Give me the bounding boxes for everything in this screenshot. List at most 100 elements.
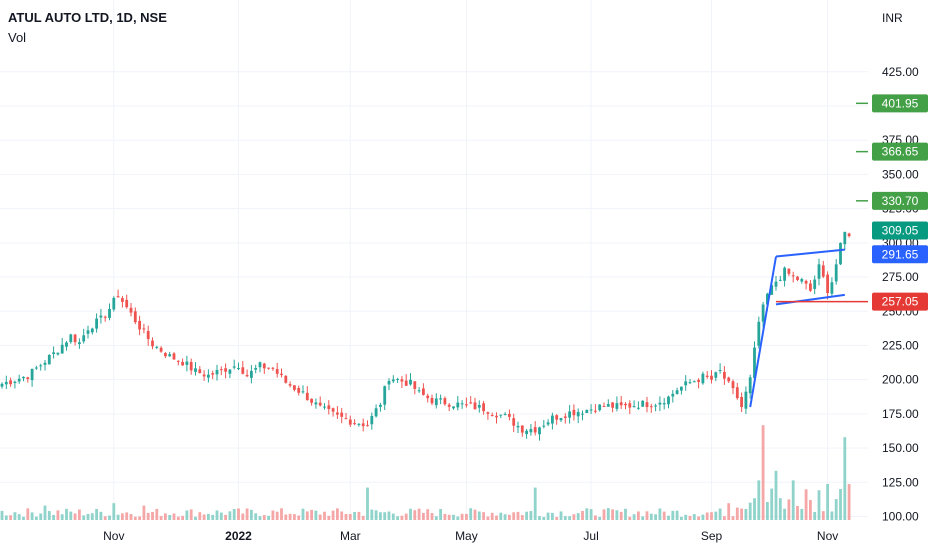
candle-body [757, 321, 761, 346]
candle-body [185, 361, 189, 365]
volume-bar [275, 511, 279, 520]
candle-body [718, 369, 722, 371]
candle-body [843, 231, 847, 245]
volume-bar [65, 508, 68, 520]
volume-bar [632, 514, 636, 520]
candle-body [22, 376, 25, 379]
candle-body [434, 398, 438, 406]
candle-body [232, 366, 236, 368]
candle-body [761, 304, 765, 322]
candle-body [73, 334, 77, 343]
volume-bar [26, 508, 30, 520]
volume-bar [826, 484, 829, 520]
candle-body [258, 362, 262, 368]
volume-bar [671, 510, 675, 520]
candle-body [697, 379, 700, 382]
candle-body [82, 335, 86, 342]
volume-bar [654, 514, 657, 520]
volume-bar [538, 516, 541, 520]
volume-bar [133, 516, 137, 520]
volume-bar [787, 499, 791, 520]
candle-body [301, 391, 305, 393]
volume-bar [477, 511, 481, 520]
candle-body [112, 297, 116, 310]
candle-body [731, 381, 735, 389]
candle-body [357, 423, 361, 425]
volume-bar [439, 509, 442, 520]
volume-bar [78, 509, 81, 520]
candle-body [426, 395, 430, 399]
candle-body [783, 267, 786, 281]
price-tag-label: 257.05 [882, 295, 919, 309]
candle-body [422, 388, 425, 395]
volume-bar [353, 511, 356, 520]
volume-bar [761, 425, 765, 520]
volume-bar [542, 516, 546, 520]
time-axis: Nov 2022 Mar May Jul Sep Nov [103, 529, 838, 543]
candle-body [138, 320, 141, 330]
price-tag-bg [872, 221, 928, 240]
candle-body [443, 398, 447, 405]
volume-bar [662, 511, 666, 520]
candle-body [142, 328, 146, 330]
candle-body [396, 378, 399, 380]
candle-body [778, 279, 782, 281]
volume-bar [520, 515, 524, 520]
candle-body [4, 381, 8, 385]
candle-body [26, 377, 30, 380]
candle-body [297, 387, 301, 393]
candle-body [847, 233, 851, 237]
candle-body [551, 415, 554, 424]
candle-body [821, 265, 825, 277]
candle-body [146, 331, 150, 340]
candle-body [452, 406, 455, 409]
candle-body [589, 409, 593, 411]
candle-body [817, 264, 821, 279]
volume-bar [43, 505, 47, 520]
candle-body [456, 402, 460, 408]
volume-bar [142, 505, 146, 520]
candle-body [748, 377, 752, 394]
candle-body [598, 404, 602, 411]
volume-bar [176, 516, 180, 520]
volume-bar [267, 515, 270, 520]
candle-body [555, 415, 559, 420]
candle-body [727, 377, 731, 382]
candle-body [473, 402, 477, 410]
candle-body [740, 397, 743, 408]
candle-body [525, 430, 528, 435]
candle-body [344, 418, 348, 420]
candle-body [86, 330, 90, 334]
volume-bar [404, 513, 408, 520]
volume-bar [495, 515, 498, 520]
volume-bar [615, 510, 619, 520]
time-tick-label: May [455, 529, 478, 543]
candle-body [391, 379, 395, 382]
candle-body [250, 370, 253, 378]
candle-body [0, 383, 4, 387]
candle-body [563, 416, 567, 418]
volume-bar [778, 498, 782, 520]
volume-bar [224, 514, 227, 520]
volume-bar [17, 514, 21, 520]
volume-bar [297, 515, 301, 520]
time-tick-label: Nov [817, 529, 838, 543]
candle-body [641, 400, 645, 407]
volume-bar [533, 487, 537, 520]
volume-bar [336, 508, 339, 520]
volume-bar [847, 484, 851, 520]
candle-body [559, 417, 563, 421]
volume-bar [482, 512, 485, 520]
candle-body [766, 293, 769, 305]
candle-body [499, 414, 503, 416]
volume-bar [185, 510, 189, 520]
candle-body [602, 406, 606, 408]
volume-bar [116, 514, 120, 520]
price-tick-label: 175.00 [882, 407, 919, 421]
volume-bar [129, 514, 133, 520]
candle-body [637, 407, 640, 409]
candle-body [314, 402, 318, 405]
volume-bar [288, 513, 292, 520]
volume-bar [675, 510, 679, 520]
